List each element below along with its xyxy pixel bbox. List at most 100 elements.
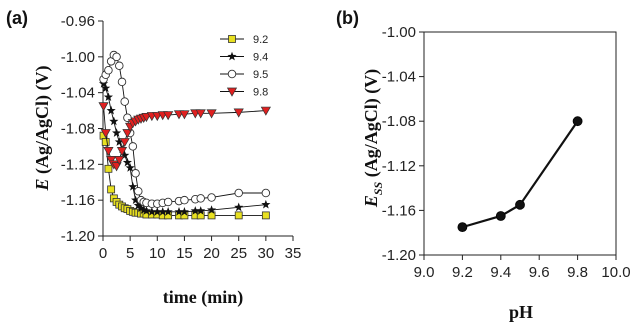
a-data-point bbox=[190, 206, 200, 215]
chart-a-x-axis-label: time (min) bbox=[163, 287, 243, 308]
legend-marker bbox=[227, 69, 237, 79]
a-series-points-9.5 bbox=[99, 50, 271, 208]
a-data-point bbox=[104, 66, 113, 75]
a-x-tick-label: 20 bbox=[203, 245, 220, 262]
chart-b-y-axis-label-symbol: E bbox=[361, 195, 381, 208]
chart-a-y-axis-label: E (Ag/AgCl) (V) bbox=[32, 66, 53, 192]
chart-b-x-ticks: 9.0 9.2 9.4 9.6 9.8 10.0 bbox=[414, 255, 631, 281]
a-y-tick-label: -1.12 bbox=[61, 156, 95, 173]
a-data-point bbox=[112, 128, 122, 137]
a-data-point bbox=[152, 207, 162, 216]
b-y-tick-label: -1.08 bbox=[382, 113, 416, 130]
a-data-point bbox=[104, 164, 113, 173]
chart-b-y-axis-label: ESS (Ag/AgCl) (V) bbox=[361, 69, 385, 208]
b-y-tick-label: -1.20 bbox=[382, 247, 416, 264]
a-y-tick-label: -1.20 bbox=[61, 228, 95, 245]
legend-marker bbox=[227, 51, 237, 61]
b-x-tick-label: 9.8 bbox=[567, 264, 588, 281]
chart-a-legend: 9.2 9.4 9.5 9.8 bbox=[220, 34, 268, 99]
b-x-tick-label: 10.0 bbox=[601, 264, 630, 281]
a-series-points-9.2 bbox=[99, 131, 270, 220]
a-data-point bbox=[196, 206, 206, 215]
chart-a-series bbox=[98, 50, 271, 220]
a-data-point bbox=[106, 105, 116, 115]
a-x-tick-label: 25 bbox=[230, 245, 247, 262]
legend-item-9.2: 9.2 bbox=[220, 34, 268, 46]
a-data-point bbox=[114, 137, 124, 146]
a-data-point bbox=[180, 195, 189, 205]
a-data-point bbox=[134, 186, 143, 196]
a-data-point bbox=[119, 138, 130, 148]
chart-b-x-axis-label: pH bbox=[509, 302, 533, 322]
a-data-point bbox=[196, 194, 205, 203]
a-x-tick-label: 35 bbox=[285, 245, 302, 262]
a-data-point bbox=[116, 147, 128, 157]
legend-item-9.8: 9.8 bbox=[220, 87, 268, 99]
a-y-tick-label: -1.16 bbox=[61, 192, 95, 209]
a-x-tick-label: 30 bbox=[258, 245, 275, 262]
a-data-point bbox=[98, 102, 109, 112]
a-data-point bbox=[114, 156, 125, 166]
a-data-point bbox=[100, 129, 111, 139]
legend-label: 9.4 bbox=[253, 52, 268, 64]
b-data-point bbox=[515, 199, 525, 210]
a-data-point bbox=[141, 206, 151, 215]
a-data-point bbox=[206, 109, 217, 119]
a-x-tick-label: 10 bbox=[149, 245, 166, 262]
b-x-tick-label: 9.0 bbox=[414, 264, 435, 281]
b-data-point bbox=[495, 211, 506, 221]
legend-label: 9.8 bbox=[253, 87, 268, 99]
a-data-point bbox=[260, 106, 271, 116]
b-y-tick-label: -1.12 bbox=[382, 158, 416, 175]
a-data-point bbox=[107, 185, 116, 194]
b-y-tick-label: -1.16 bbox=[382, 202, 416, 219]
a-data-point bbox=[106, 156, 117, 166]
chart-b: 9.0 9.2 9.4 9.6 9.8 10.0 -1.00 -1.04 -1.08 -1.12… bbox=[361, 24, 631, 322]
a-data-point bbox=[234, 188, 243, 198]
a-data-point bbox=[195, 109, 206, 119]
legend-label: 9.5 bbox=[253, 69, 268, 81]
a-data-point bbox=[117, 77, 127, 87]
b-x-tick-label: 9.6 bbox=[529, 264, 550, 281]
a-data-point bbox=[101, 138, 110, 146]
a-series-points-9.8 bbox=[98, 102, 271, 172]
a-data-point bbox=[128, 142, 138, 151]
a-data-point bbox=[125, 163, 135, 172]
a-y-tick-label: -1.04 bbox=[61, 85, 95, 102]
b-series-line-0 bbox=[462, 120, 579, 229]
a-data-point bbox=[128, 181, 138, 191]
b-data-point bbox=[457, 222, 468, 233]
chart-b-y-axis-label-subscript: SS bbox=[371, 181, 385, 195]
b-plot-frame bbox=[423, 31, 617, 256]
b-series-points-0 bbox=[457, 116, 583, 233]
a-data-point bbox=[101, 83, 111, 93]
a-data-point bbox=[122, 129, 133, 139]
legend-marker bbox=[228, 35, 236, 43]
a-data-point bbox=[133, 200, 143, 210]
a-y-tick-label: -1.08 bbox=[61, 121, 95, 138]
a-data-point bbox=[131, 169, 140, 178]
legend-label: 9.2 bbox=[253, 34, 268, 46]
b-data-point bbox=[572, 116, 583, 127]
legend-item-9.4: 9.4 bbox=[220, 52, 268, 64]
legend-marker bbox=[226, 87, 238, 97]
chart-a: 0 5 10 15 20 25 30 35 -0.96 -1.00 -1.04 -1.08 -1.12… bbox=[32, 13, 301, 308]
a-data-point bbox=[234, 202, 244, 212]
a-x-tick-label: 5 bbox=[126, 245, 134, 262]
a-data-point bbox=[163, 111, 174, 121]
a-data-point bbox=[158, 207, 168, 216]
a-y-tick-label: -0.96 bbox=[61, 13, 95, 30]
a-data-point bbox=[174, 207, 184, 216]
a-data-point bbox=[115, 61, 124, 71]
a-y-tick-label: -1.00 bbox=[61, 49, 95, 66]
a-data-point bbox=[131, 195, 141, 205]
a-data-point bbox=[109, 116, 119, 126]
a-data-point bbox=[261, 188, 271, 198]
a-data-point bbox=[163, 207, 173, 216]
a-data-point bbox=[103, 92, 113, 102]
a-data-point bbox=[120, 97, 129, 106]
chart-b-y-ticks: -1.00 -1.04 -1.08 -1.12 -1.16 -1.20 bbox=[382, 24, 424, 264]
a-data-point bbox=[207, 205, 217, 214]
a-data-point bbox=[234, 211, 243, 220]
